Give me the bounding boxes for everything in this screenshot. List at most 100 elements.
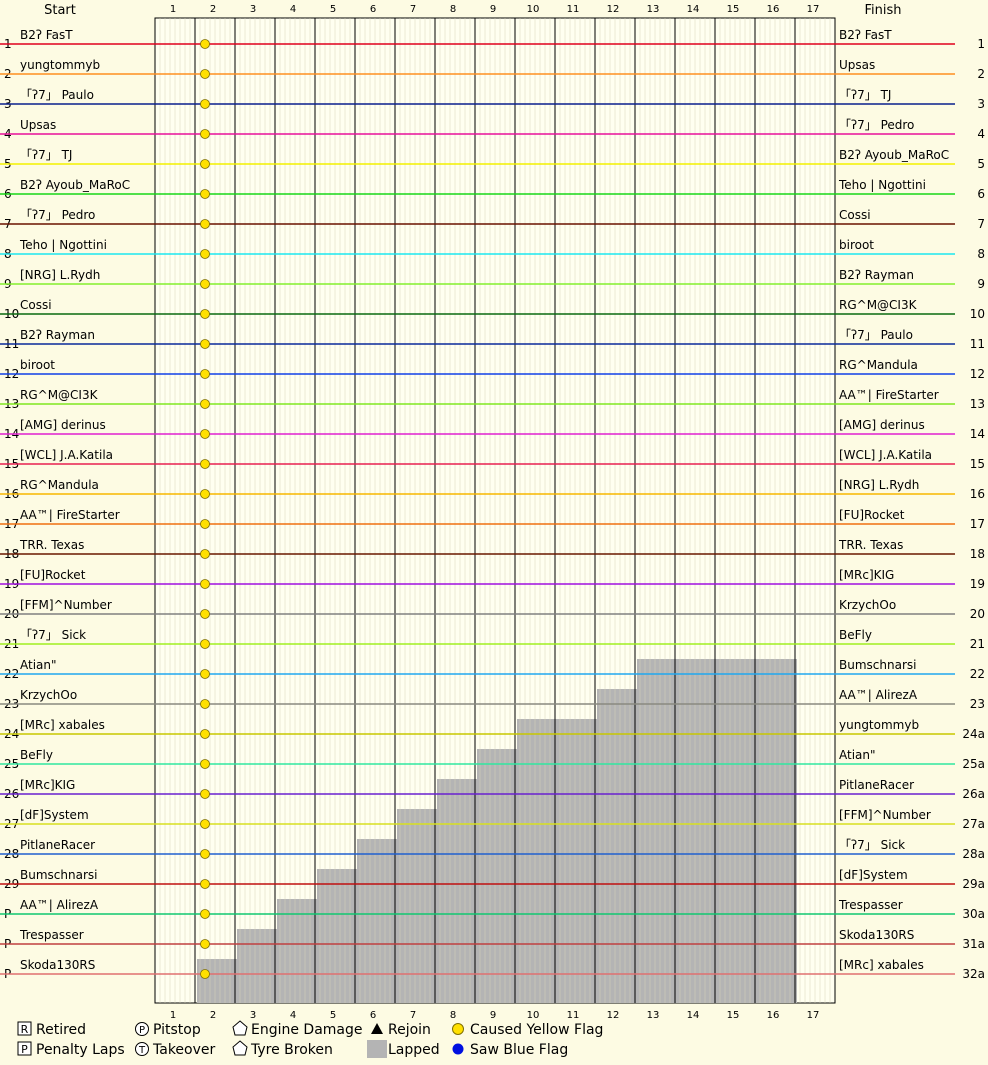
yellow-flag-marker [200, 399, 210, 409]
finish-position-label: 9 [977, 277, 985, 291]
start-driver-name: [FFM]^Number [20, 598, 112, 612]
finish-position-label: 32a [962, 967, 985, 981]
finish-driver-name: RG^Mandula [839, 358, 918, 372]
finish-position-label: 21 [970, 637, 985, 651]
lap-label-bottom: 3 [250, 1010, 256, 1021]
yellow-flag-marker [200, 519, 210, 529]
finish-position-label: 17 [970, 517, 985, 531]
yellow-flag-marker [200, 879, 210, 889]
start-driver-name: [AMG] derinus [20, 418, 106, 432]
driver-lines [155, 39, 835, 979]
finish-position-label: 5 [977, 157, 985, 171]
start-driver-name: RG^M@CI3K [20, 388, 99, 402]
lapped-block [437, 779, 477, 1003]
legend-label: Rejoin [388, 1022, 431, 1038]
yellow-flag-marker [200, 429, 210, 439]
start-driver-name: 「ʔ7」 Pedro [20, 208, 95, 222]
finish-position-label: 25a [962, 757, 985, 771]
start-header: Start [44, 3, 76, 18]
lapped-block [357, 839, 397, 1003]
finish-position-label: 29a [962, 877, 985, 891]
finish-position-label: 23 [970, 697, 985, 711]
yellow-flag-marker [200, 219, 210, 229]
finish-driver-name: B2ʔ Ayoub_MaRoC [839, 148, 949, 162]
lap-ticks: 1122334455667788991010111112121313141415… [170, 4, 820, 1021]
yellow-flag-marker [200, 579, 210, 589]
legend-icon-letter: T [138, 1045, 146, 1056]
legend-icon-letter: P [139, 1025, 145, 1036]
finish-driver-name: [MRc]KIG [839, 568, 894, 582]
yellow-flag-marker [200, 279, 210, 289]
start-driver-name: [WCL] J.A.Katila [20, 448, 113, 462]
finish-driver-name: [FU]Rocket [839, 508, 905, 522]
finish-position-label: 1 [977, 37, 985, 51]
finish-position-label: 3 [977, 97, 985, 111]
start-driver-name: AA™| AlirezA [20, 898, 99, 912]
finish-driver-name: 「ʔ7」 Paulo [839, 328, 913, 342]
finish-driver-name: Bumschnarsi [839, 658, 916, 672]
yellow-flag-marker [200, 369, 210, 379]
rejoin-icon [371, 1023, 383, 1034]
start-driver-name: Upsas [20, 118, 56, 132]
yellow-flag-marker [200, 639, 210, 649]
lap-label-top: 3 [250, 4, 256, 15]
legend-square-icon [17, 1021, 32, 1036]
yellow-flag-marker [200, 969, 210, 979]
start-driver-name: [MRc] xabales [20, 718, 105, 732]
finish-driver-name: Atian" [839, 748, 876, 762]
finish-position-label: 27a [962, 817, 985, 831]
legend-label: Engine Damage [251, 1022, 363, 1038]
yellow-flag-marker [200, 459, 210, 469]
lapped-block [237, 929, 277, 1003]
finish-position-label: 14 [970, 427, 985, 441]
yellow-flag-marker [200, 99, 210, 109]
finish-position-label: 26a [962, 787, 985, 801]
start-driver-name: [dF]System [20, 808, 89, 822]
blue-flag-icon [452, 1043, 464, 1055]
start-driver-name: Teho | Ngottini [19, 238, 107, 252]
yellow-flag-marker [200, 69, 210, 79]
start-driver-name: yungtommyb [20, 58, 100, 72]
lapped-region [197, 659, 797, 1003]
lap-label-bottom: 7 [410, 1010, 416, 1021]
yellow-flag-marker [200, 309, 210, 319]
start-driver-name: PitlaneRacer [20, 838, 95, 852]
lap-label-top: 17 [807, 4, 820, 15]
finish-position-label: 11 [970, 337, 985, 351]
lapped-block [277, 899, 317, 1003]
lap-label-bottom: 12 [607, 1010, 620, 1021]
start-driver-name: B2ʔ Rayman [20, 328, 95, 342]
legend-square-icon [17, 1041, 32, 1056]
lap-label-bottom: 6 [370, 1010, 376, 1021]
start-driver-name: [FU]Rocket [20, 568, 86, 582]
finish-position-label: 20 [970, 607, 985, 621]
lapped-block [757, 659, 797, 1003]
finish-driver-name: Cossi [839, 208, 871, 222]
finish-driver-name: [FFM]^Number [839, 808, 931, 822]
yellow-flag-marker [200, 549, 210, 559]
finish-position-label: 7 [977, 217, 985, 231]
yellow-flag-marker [200, 939, 210, 949]
lap-label-top: 16 [767, 4, 780, 15]
lap-label-top: 15 [727, 4, 740, 15]
finish-driver-name: PitlaneRacer [839, 778, 914, 792]
yellow-flag-icon [452, 1023, 464, 1035]
start-driver-name: B2ʔ Ayoub_MaRoC [20, 178, 130, 192]
yellow-flag-marker [200, 729, 210, 739]
finish-position-label: 8 [977, 247, 985, 261]
finish-position-label: 10 [970, 307, 985, 321]
finish-position-label: 22 [970, 667, 985, 681]
lapped-block [517, 719, 557, 1003]
legend-label: Retired [36, 1022, 86, 1038]
finish-driver-name: [MRc] xabales [839, 958, 924, 972]
lap-label-top: 9 [490, 4, 496, 15]
finish-position-label: 19 [970, 577, 985, 591]
yellow-flag-marker [200, 339, 210, 349]
legend-label: Pitstop [153, 1022, 201, 1038]
yellow-flag-marker [200, 489, 210, 499]
yellow-flag-marker [200, 849, 210, 859]
start-driver-name: TRR. Texas [19, 538, 84, 552]
finish-driver-name: Upsas [839, 58, 875, 72]
finish-position-label: 2 [977, 67, 985, 81]
lapped-block [597, 689, 637, 1003]
